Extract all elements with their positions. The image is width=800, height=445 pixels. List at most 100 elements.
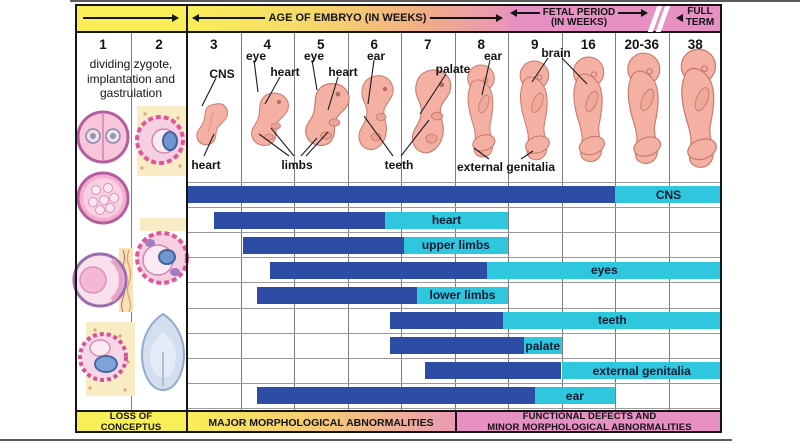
arrow-left-icon bbox=[510, 8, 517, 17]
grid-hline bbox=[187, 382, 722, 384]
arrow-line bbox=[517, 11, 540, 14]
week-header-9: 9 bbox=[530, 36, 539, 52]
footer-functional-defects: FUNCTIONAL DEFECTS AND MINOR MORPHOLOGIC… bbox=[455, 410, 722, 433]
week-header-3: 3 bbox=[209, 36, 218, 52]
embryo-week7-figure bbox=[411, 69, 452, 154]
header-band-weeks-1-2 bbox=[75, 4, 187, 33]
fetus-week38-figure bbox=[680, 48, 720, 168]
arrow-right-icon bbox=[172, 13, 179, 22]
week-header-20-36: 20-36 bbox=[624, 36, 660, 52]
fetal-period-subtitle: (IN WEEKS) bbox=[550, 17, 608, 28]
embryo-week4-figure bbox=[251, 92, 289, 146]
fetal-period-title-block: FETAL PERIOD (IN WEEKS) bbox=[510, 4, 649, 31]
bar-lower-limbs-less-sensitive: lower limbs bbox=[417, 286, 508, 304]
label-limbs: limbs bbox=[281, 158, 313, 172]
label-eye-week4: eye bbox=[245, 49, 267, 63]
arrow-right-icon bbox=[496, 13, 503, 22]
grid-hline bbox=[187, 182, 722, 183]
grid-vline bbox=[508, 33, 509, 410]
bar-external-genitalia-less-sensitive: external genitalia bbox=[561, 362, 722, 380]
label-brain: brain bbox=[541, 46, 571, 60]
header-band-fetal-period: FETAL PERIOD (IN WEEKS) FULL TERM bbox=[508, 3, 722, 33]
blastocyst-figure bbox=[72, 248, 133, 313]
grid-vline bbox=[131, 33, 132, 410]
bar-label-upper-limbs: upper limbs bbox=[421, 238, 490, 253]
grid-vline bbox=[615, 33, 616, 410]
bar-upper-limbs-less-sensitive: upper limbs bbox=[403, 236, 508, 254]
bar-external-genitalia-sensitive bbox=[425, 362, 562, 380]
page-top-edge-line bbox=[70, 0, 800, 2]
two-cell-stage-figure bbox=[76, 110, 130, 164]
bar-eyes-sensitive bbox=[269, 261, 487, 279]
week-header-16: 16 bbox=[580, 36, 596, 52]
arrow-line bbox=[618, 11, 642, 14]
bar-heart-less-sensitive: heart bbox=[385, 211, 508, 229]
label-palate: palate bbox=[435, 62, 471, 76]
implanted-embryo-figure bbox=[135, 218, 189, 285]
bar-label-eyes: eyes bbox=[590, 263, 618, 278]
fetal-period-title: FETAL PERIOD bbox=[542, 7, 616, 18]
full-term-title: FULL TERM bbox=[685, 6, 715, 28]
week-header-5: 5 bbox=[316, 36, 325, 52]
grid-hline bbox=[187, 257, 722, 259]
label-teeth: teeth bbox=[384, 158, 414, 172]
embryo-week6-figure bbox=[358, 75, 394, 151]
bar-label-external-genitalia: external genitalia bbox=[592, 363, 691, 378]
week-header-4: 4 bbox=[263, 36, 271, 52]
page-bottom-edge-line bbox=[0, 439, 732, 441]
fetus-week16-figure bbox=[572, 56, 608, 163]
age-of-embryo-title: AGE OF EMBRYO (IN WEEKS) bbox=[268, 11, 427, 24]
grid-hline bbox=[187, 332, 722, 334]
grid-hline bbox=[187, 207, 722, 209]
grid-vline bbox=[561, 33, 563, 410]
bar-label-CNS: CNS bbox=[655, 187, 682, 202]
grid-hline bbox=[187, 282, 722, 284]
arrow-left-icon bbox=[192, 13, 199, 22]
bar-CNS-sensitive bbox=[187, 186, 615, 204]
label-heart-week3: heart bbox=[191, 158, 221, 172]
grid-hline bbox=[187, 307, 722, 309]
implantation-site-figure bbox=[135, 106, 186, 176]
bar-upper-limbs-sensitive bbox=[243, 236, 404, 254]
label-leader-lines bbox=[201, 57, 588, 160]
bar-CNS-less-sensitive: CNS bbox=[615, 186, 722, 204]
week-header-8: 8 bbox=[477, 36, 485, 52]
label-cns: CNS bbox=[209, 67, 235, 81]
grid-hline bbox=[187, 357, 722, 359]
embryonic-disc-figure bbox=[140, 312, 186, 392]
footer-loss-of-conceptus: LOSS OF CONCEPTUS bbox=[75, 410, 187, 433]
week-number-row: 1 2 3 4 5 6 7 8 9 16 20-36 38 bbox=[75, 33, 722, 55]
bar-label-heart: heart bbox=[431, 213, 462, 227]
header-band-age-of-embryo: AGE OF EMBRYO (IN WEEKS) bbox=[187, 4, 508, 33]
week-header-2: 2 bbox=[155, 36, 163, 52]
grid-hline bbox=[187, 407, 722, 409]
bar-palate-sensitive bbox=[390, 337, 525, 354]
full-term-block: FULL TERM bbox=[668, 4, 722, 31]
label-heart-week4: heart bbox=[270, 65, 300, 79]
bar-ear-sensitive bbox=[256, 387, 535, 405]
bar-teeth-sensitive bbox=[390, 311, 503, 329]
bar-label-teeth: teeth bbox=[598, 313, 627, 328]
bar-palate-less-sensitive: palate bbox=[524, 337, 562, 354]
bar-teeth-less-sensitive: teeth bbox=[502, 311, 722, 329]
week-header-6: 6 bbox=[370, 36, 378, 52]
bar-label-lower-limbs: lower limbs bbox=[429, 288, 496, 303]
arrow-line bbox=[83, 16, 172, 19]
arrow-line bbox=[199, 16, 265, 19]
grid-vline bbox=[668, 33, 670, 410]
week-header-1: 1 bbox=[99, 36, 107, 52]
bar-ear-less-sensitive: ear bbox=[534, 387, 616, 405]
morula-figure bbox=[76, 171, 130, 225]
zygote-note: dividing zygote, implantation and gastru… bbox=[86, 57, 176, 101]
bar-eyes-less-sensitive: eyes bbox=[486, 261, 722, 279]
embryo-week5-figure bbox=[305, 82, 350, 146]
label-ear-week6: ear bbox=[366, 49, 386, 63]
label-external-genitalia: external genitalia bbox=[456, 160, 556, 174]
label-heart-week5: heart bbox=[328, 65, 358, 79]
implanting-blastocyst-figure bbox=[78, 322, 135, 396]
label-ear-week8: ear bbox=[483, 49, 503, 63]
footer-major-abnormalities: MAJOR MORPHOLOGICAL ABNORMALITIES bbox=[187, 410, 455, 433]
label-eye-week5: eye bbox=[303, 49, 325, 63]
fetus-week9-figure bbox=[519, 60, 553, 161]
